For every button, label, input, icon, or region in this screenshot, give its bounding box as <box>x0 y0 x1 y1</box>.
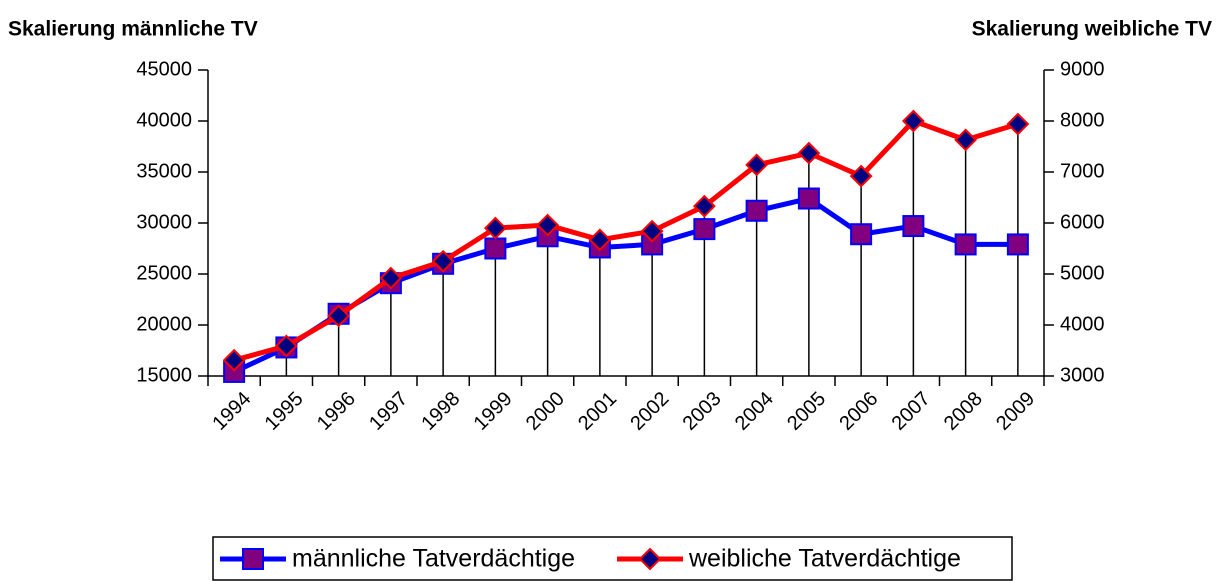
series-line <box>233 196 1018 375</box>
marker <box>850 223 873 246</box>
marker <box>483 216 507 240</box>
marker <box>849 164 873 188</box>
x-tick-label: 2000 <box>522 388 569 435</box>
legend <box>212 536 1013 581</box>
marker <box>954 233 977 256</box>
legend-label: weibliche Tatverdächtige <box>688 545 961 573</box>
series-line <box>233 118 1019 363</box>
marker <box>431 249 455 273</box>
legend-label: männliche Tatverdächtige <box>292 545 575 573</box>
y2-tick-label: 6000 <box>1060 211 1105 233</box>
y2-tick-label: 5000 <box>1060 262 1105 284</box>
x-tick-label: 2009 <box>992 388 1039 435</box>
marker <box>274 334 298 358</box>
y2-axis-title: Skalierung weibliche TV <box>972 18 1212 41</box>
x-tick-label: 2007 <box>888 388 935 435</box>
y2-tick-label: 7000 <box>1060 160 1105 182</box>
marker <box>954 128 978 152</box>
marker <box>484 237 507 260</box>
marker <box>901 109 925 133</box>
x-tick-label: 2001 <box>574 388 621 435</box>
x-tick-label: 1998 <box>417 388 464 435</box>
x-tick-label: 2005 <box>783 388 830 435</box>
marker <box>327 304 351 328</box>
y-tick-label: 30000 <box>136 211 192 233</box>
y-tick-label: 45000 <box>136 58 192 80</box>
x-tick-label: 1999 <box>470 388 517 435</box>
marker <box>1006 112 1030 136</box>
y-axis-title: Skalierung männliche TV <box>8 18 258 41</box>
marker <box>588 228 612 252</box>
x-tick-label: 2002 <box>626 388 673 435</box>
y-tick-label: 20000 <box>136 313 192 335</box>
marker <box>745 199 768 222</box>
marker <box>379 266 403 290</box>
y2-tick-label: 8000 <box>1060 109 1105 131</box>
x-tick-label: 1995 <box>261 388 308 435</box>
x-tick-label: 1997 <box>365 388 412 435</box>
y2-tick-label: 3000 <box>1060 364 1105 386</box>
marker <box>797 141 821 165</box>
marker <box>902 215 925 238</box>
marker <box>797 187 820 210</box>
marker <box>1006 233 1029 256</box>
x-tick-label: 1994 <box>208 388 255 435</box>
marker <box>638 547 662 571</box>
x-tick-label: 2003 <box>679 388 726 435</box>
marker <box>640 219 664 243</box>
y-tick-label: 15000 <box>136 364 192 386</box>
y-tick-label: 40000 <box>136 109 192 131</box>
marker <box>693 218 716 241</box>
marker <box>692 194 716 218</box>
y2-tick-label: 4000 <box>1060 313 1105 335</box>
y-tick-label: 25000 <box>136 262 192 284</box>
y2-tick-label: 9000 <box>1060 58 1105 80</box>
y-tick-label: 35000 <box>136 160 192 182</box>
x-tick-label: 2006 <box>835 388 882 435</box>
marker <box>536 213 560 237</box>
x-tick-label: 2004 <box>731 388 778 435</box>
marker <box>242 548 264 570</box>
marker <box>745 153 769 177</box>
marker <box>222 348 246 372</box>
x-tick-label: 2008 <box>940 388 987 435</box>
x-tick-label: 1996 <box>313 388 360 435</box>
